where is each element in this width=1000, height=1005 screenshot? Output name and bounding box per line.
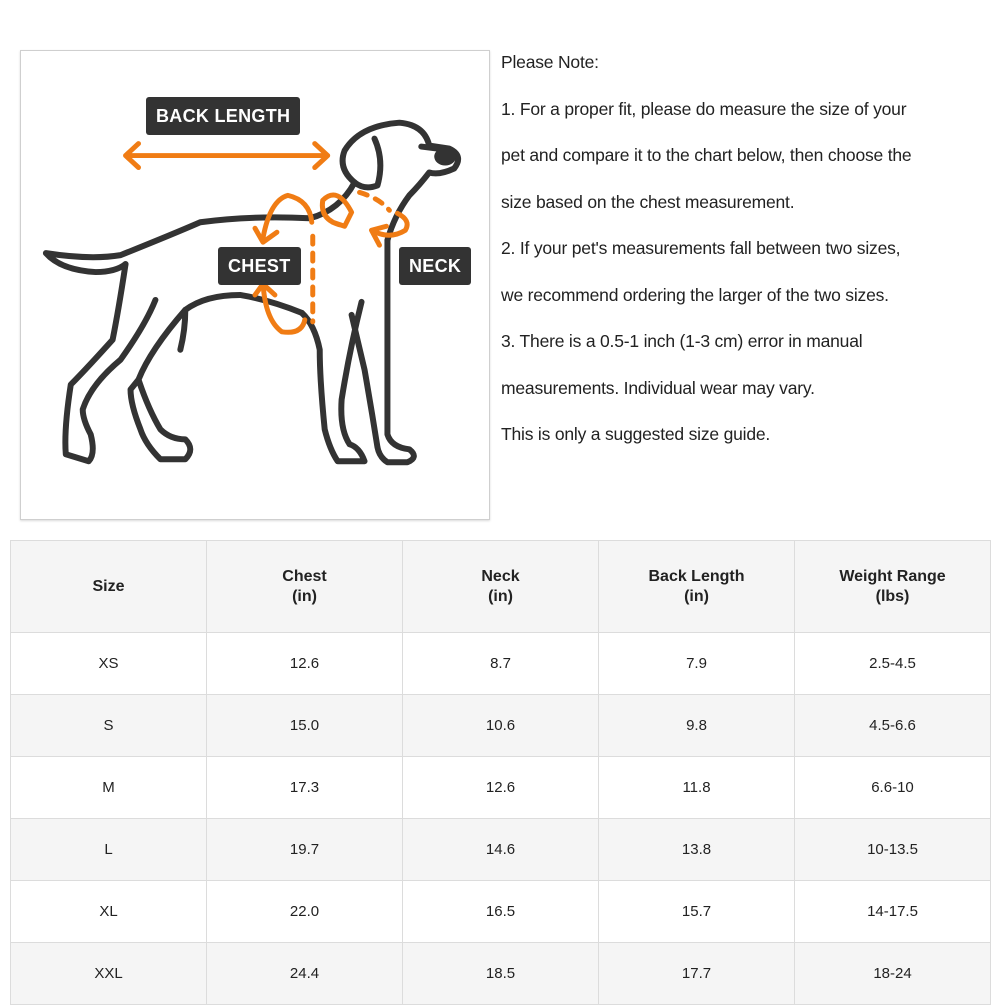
value-cell: 15.0 [206, 694, 403, 757]
back-length-arrow [123, 141, 331, 170]
back-length-label: BACK LENGTH [146, 97, 301, 135]
chest-label: CHEST [218, 247, 301, 285]
value-cell: 19.7 [206, 818, 403, 881]
value-cell: 11.8 [598, 756, 795, 819]
table-row: L 19.7 14.6 13.8 10-13.5 [10, 818, 991, 881]
column-header-unit: (lbs) [875, 587, 910, 605]
chest-arrow-top [260, 192, 315, 241]
value-cell: 12.6 [206, 632, 403, 695]
value-cell: 17.7 [598, 942, 795, 1005]
table-row: S 15.0 10.6 9.8 4.5-6.6 [10, 694, 991, 757]
value-cell: 14-17.5 [794, 880, 991, 943]
sizing-notes: Please Note: 1. For a proper fit, please… [501, 46, 1000, 465]
size-cell: L [10, 818, 207, 881]
value-cell: 4.5-6.6 [794, 694, 991, 757]
table-row: XXL 24.4 18.5 17.7 18-24 [10, 942, 991, 1005]
note-line: pet and compare it to the chart below, t… [501, 145, 912, 165]
dog-outline-illustration [42, 119, 462, 466]
note-line: 2. If your pet's measurements fall betwe… [501, 238, 901, 258]
column-header-name: Neck [481, 567, 520, 585]
column-header-name: Weight Range [839, 567, 946, 585]
table-header-row: Size Chest (in) Neck (in) Back Length (in) Weig… [10, 540, 991, 633]
value-cell: 15.7 [598, 880, 795, 943]
column-header-unit: (in) [684, 587, 709, 605]
value-cell: 16.5 [402, 880, 599, 943]
size-cell: XS [10, 632, 207, 695]
note-line: This is only a suggested size guide. [501, 424, 771, 444]
column-header: Size [10, 540, 207, 633]
column-header: Back Length (in) [598, 540, 795, 633]
size-cell: XL [10, 880, 207, 943]
note-line: size based on the chest measurement. [501, 191, 795, 212]
column-header-name: Chest [282, 567, 327, 585]
value-cell: 10.6 [402, 694, 599, 757]
value-cell: 7.9 [598, 632, 795, 695]
column-header: Neck (in) [402, 540, 599, 633]
size-chart-table: Size Chest (in) Neck (in) Back Length (in) Weig… [10, 540, 991, 1005]
value-cell: 14.6 [402, 818, 599, 881]
neck-arrow-left [319, 192, 355, 229]
table-row: XL 22.0 16.5 15.7 14-17.5 [10, 880, 991, 943]
column-header-name: Back Length [648, 567, 745, 585]
value-cell: 24.4 [206, 942, 403, 1005]
column-header-unit: (in) [488, 587, 513, 605]
value-cell: 22.0 [206, 880, 403, 943]
note-line: we recommend ordering the larger of the … [501, 284, 889, 305]
value-cell: 10-13.5 [794, 818, 991, 881]
notes-heading: Please Note: [501, 52, 599, 72]
measurement-arrows [123, 141, 410, 335]
dog-outline [42, 119, 462, 466]
size-cell: XXL [10, 942, 207, 1005]
neck-arrow-right [369, 210, 410, 248]
table-row: XS 12.6 8.7 7.9 2.5-4.5 [10, 632, 991, 695]
dog-measurement-diagram: BACK LENGTH CHEST NECK [20, 50, 490, 520]
column-header: Chest (in) [206, 540, 403, 633]
chest-arrow-bottom [260, 279, 308, 335]
column-header: Weight Range (lbs) [794, 540, 991, 633]
note-line: 1. For a proper fit, please do measure t… [501, 98, 907, 119]
value-cell: 6.6-10 [794, 756, 991, 819]
note-line: measurements. Individual wear may vary. [501, 377, 815, 398]
value-cell: 8.7 [402, 632, 599, 695]
value-cell: 18.5 [402, 942, 599, 1005]
table-row: M 17.3 12.6 11.8 6.6-10 [10, 756, 991, 819]
neck-label: NECK [399, 247, 472, 285]
value-cell: 13.8 [598, 818, 795, 881]
value-cell: 12.6 [402, 756, 599, 819]
column-header-name: Size [92, 577, 125, 595]
value-cell: 17.3 [206, 756, 403, 819]
value-cell: 18-24 [794, 942, 991, 1005]
note-line: 3. There is a 0.5-1 inch (1-3 cm) error … [501, 331, 863, 351]
size-cell: M [10, 756, 207, 819]
size-cell: S [10, 694, 207, 757]
column-header-unit: (in) [292, 587, 317, 605]
value-cell: 2.5-4.5 [794, 632, 991, 695]
value-cell: 9.8 [598, 694, 795, 757]
